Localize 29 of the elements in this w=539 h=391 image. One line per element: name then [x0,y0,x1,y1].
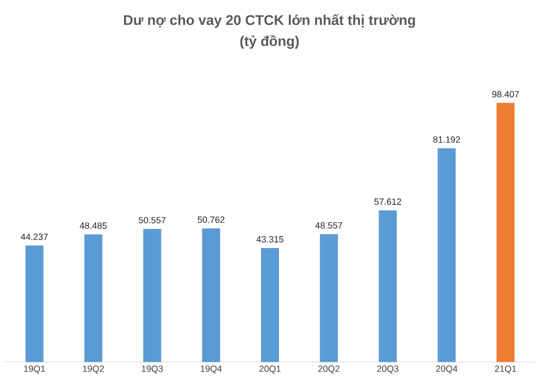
data-label: 48.557 [315,222,342,229]
x-tick-label: 21Q1 [495,366,516,374]
bar [143,228,162,362]
bar [84,234,102,362]
data-label: 48.485 [80,222,107,229]
data-label: 50.762 [198,216,224,223]
x-tick-label: 20Q4 [436,366,458,374]
x-tick-label: 19Q1 [24,366,46,374]
x-tick-label: 20Q2 [318,366,340,374]
x-tick-label: 20Q3 [377,366,398,374]
data-label: 43.315 [256,236,284,242]
x-tick-label: 19Q2 [83,366,104,374]
data-label: 81.192 [433,136,460,143]
bar [261,248,280,362]
bar [378,210,397,362]
bar [320,234,338,362]
x-tick-label: 19Q3 [142,366,163,374]
data-label: 98.407 [492,91,519,98]
chart-subtitle: (tỷ đồng) [240,35,299,49]
data-label: 57.612 [374,198,402,205]
x-tick-label: 19Q4 [200,366,222,374]
chart-title: Dư nợ cho vay 20 CTCK lớn nhất thị trường [124,14,415,28]
bar [202,228,220,362]
data-label: 44.237 [20,234,48,240]
x-tick-label: 20Q1 [259,366,281,374]
bar [438,148,456,362]
bar [496,102,515,362]
data-label: 50.557 [138,217,166,224]
bar [25,246,44,362]
